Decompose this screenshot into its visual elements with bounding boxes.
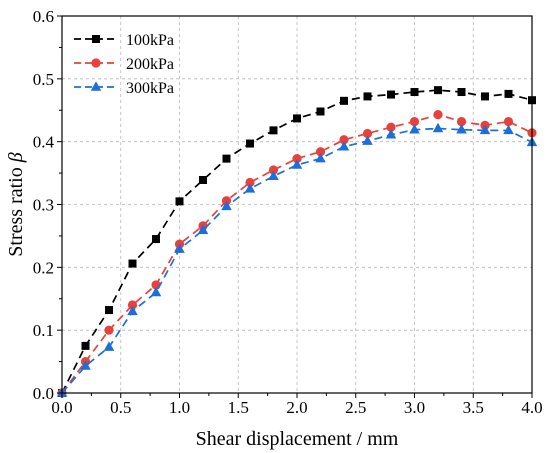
x-tick-label: 1.5 bbox=[228, 398, 249, 417]
data-point bbox=[316, 107, 325, 116]
data-point bbox=[410, 88, 419, 97]
data-point bbox=[150, 286, 162, 297]
legend-marker bbox=[92, 35, 100, 43]
data-point bbox=[127, 300, 138, 310]
legend-entry: 100kPa bbox=[74, 32, 174, 49]
data-point bbox=[199, 175, 207, 184]
legend-entry: 300kPa bbox=[74, 80, 174, 97]
data-point bbox=[386, 122, 396, 132]
data-point bbox=[103, 341, 115, 351]
y-tick-label: 0.3 bbox=[33, 196, 54, 215]
legend-label: 300kPa bbox=[126, 80, 174, 97]
x-tick-label: 1.0 bbox=[169, 398, 190, 417]
data-point bbox=[315, 152, 326, 163]
data-point bbox=[385, 129, 397, 139]
legend-entry: 200kPa bbox=[74, 56, 174, 73]
data-point bbox=[503, 116, 514, 127]
data-point bbox=[362, 135, 373, 145]
series-layer bbox=[56, 86, 538, 398]
data-point bbox=[293, 114, 301, 123]
y-tick-label: 0.2 bbox=[33, 258, 54, 277]
data-point bbox=[268, 170, 279, 181]
y-axis-title: Stress ratio β bbox=[5, 152, 27, 256]
legend-marker bbox=[90, 81, 102, 91]
data-point bbox=[292, 154, 302, 164]
data-point bbox=[479, 124, 491, 135]
data-point bbox=[269, 126, 278, 135]
x-tick-label: 3.5 bbox=[463, 398, 484, 417]
data-point bbox=[432, 122, 444, 133]
data-point bbox=[128, 259, 137, 268]
data-point bbox=[503, 124, 514, 135]
data-point bbox=[340, 96, 348, 105]
data-point bbox=[315, 147, 326, 157]
data-point bbox=[339, 135, 349, 145]
data-point bbox=[80, 360, 91, 370]
x-tick-label: 2.0 bbox=[286, 398, 307, 417]
series-300kPa bbox=[56, 122, 538, 397]
series-line bbox=[61, 127, 533, 394]
y-tick-label: 0.1 bbox=[33, 321, 54, 340]
y-axis-title-text: Stress ratio bbox=[5, 162, 27, 256]
data-point bbox=[481, 92, 489, 101]
y-tick-label: 0.5 bbox=[33, 70, 54, 89]
x-tick-label: 0.0 bbox=[51, 398, 72, 417]
data-point bbox=[363, 92, 372, 101]
data-point bbox=[456, 124, 467, 134]
x-tick-label: 2.5 bbox=[345, 398, 366, 417]
x-axis-title: Shear displacement / mm bbox=[196, 428, 399, 450]
data-point bbox=[409, 116, 420, 127]
data-point bbox=[104, 325, 114, 335]
data-point bbox=[222, 154, 231, 163]
y-axis-title-symbol: β bbox=[5, 152, 27, 163]
data-point bbox=[105, 306, 113, 315]
tick-labels: 0.0 0.5 1.0 1.5 2.0 2.5 3.0 3.5 4.0 0.0 0.1 0.2 0.3 0… bbox=[33, 7, 543, 417]
legend-marker bbox=[91, 58, 101, 68]
data-point bbox=[245, 177, 255, 188]
data-point bbox=[81, 341, 90, 350]
data-point bbox=[456, 116, 467, 127]
data-point bbox=[268, 165, 279, 175]
series-line bbox=[61, 113, 533, 394]
y-tick-label: 0.4 bbox=[33, 133, 55, 152]
axis-ticks bbox=[57, 15, 533, 398]
data-point bbox=[457, 88, 466, 97]
data-point bbox=[244, 183, 256, 193]
data-point bbox=[246, 139, 254, 148]
data-point bbox=[504, 89, 513, 98]
grid-lines bbox=[62, 16, 532, 393]
data-point bbox=[127, 305, 138, 316]
data-point bbox=[152, 235, 160, 244]
data-point bbox=[434, 86, 442, 95]
data-point bbox=[221, 200, 232, 211]
data-point bbox=[387, 90, 395, 99]
legend-label: 100kPa bbox=[126, 32, 174, 49]
data-point bbox=[175, 197, 184, 206]
data-point bbox=[409, 124, 420, 134]
data-point bbox=[338, 140, 350, 151]
series-200kPa bbox=[57, 110, 537, 398]
legend-label: 200kPa bbox=[126, 56, 174, 73]
data-point bbox=[174, 243, 185, 253]
x-tick-label: 0.5 bbox=[110, 398, 131, 417]
data-point bbox=[197, 224, 209, 235]
x-tick-label: 4.0 bbox=[521, 398, 542, 417]
data-point bbox=[291, 159, 303, 169]
x-tick-label: 3.0 bbox=[404, 398, 425, 417]
y-tick-label: 0.6 bbox=[33, 7, 54, 26]
legend: 100kPa 200kPa 300kPa bbox=[74, 32, 174, 97]
data-point bbox=[362, 128, 373, 139]
data-point bbox=[433, 110, 443, 120]
y-tick-label: 0.0 bbox=[33, 384, 54, 403]
